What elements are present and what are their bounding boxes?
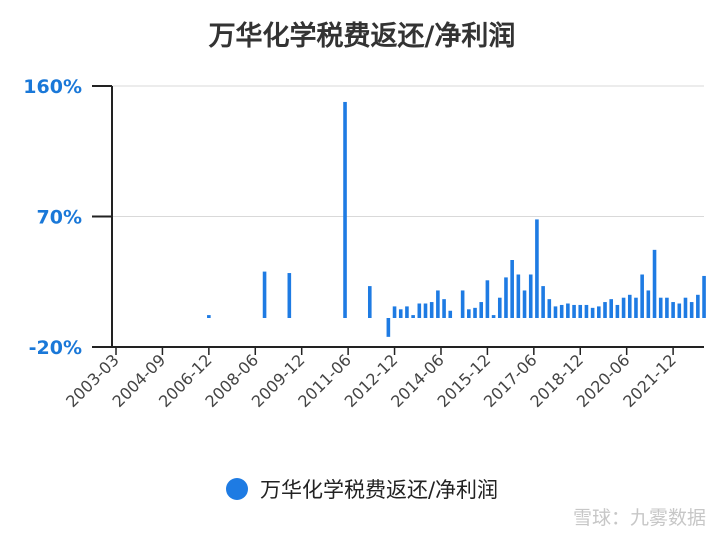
bar [559, 304, 564, 318]
bar [467, 309, 471, 318]
bar [423, 303, 428, 318]
bar [485, 280, 490, 318]
bar [504, 277, 508, 318]
bar [497, 297, 502, 318]
bar [398, 309, 403, 318]
bar [262, 271, 267, 318]
bar [553, 306, 558, 318]
legend-swatch [225, 478, 248, 500]
watermark: 雪球：九雾数据 [572, 507, 706, 529]
bar [677, 303, 682, 318]
y-tick-label: 160% [23, 76, 82, 98]
bar [516, 274, 521, 318]
bar [448, 310, 453, 318]
bar [689, 302, 694, 318]
y-tick-label: -20% [29, 337, 82, 359]
y-tick-label: 70% [37, 207, 82, 229]
bar [386, 318, 391, 337]
bar [547, 299, 552, 318]
legend-label: 万华化学税费返还/净利润 [259, 478, 499, 502]
bar [522, 290, 527, 318]
bar [491, 315, 496, 318]
bar [367, 286, 372, 318]
bar [460, 290, 465, 318]
bar [696, 294, 700, 318]
bars [207, 101, 706, 337]
bar [658, 297, 663, 318]
bar [597, 306, 601, 318]
bar [578, 304, 583, 318]
bar [473, 307, 477, 318]
bar [627, 294, 632, 318]
bar [411, 315, 415, 318]
bar [671, 302, 675, 318]
bar [634, 297, 638, 318]
bar [510, 260, 514, 318]
bar [479, 302, 484, 318]
bar [683, 297, 688, 318]
bar [417, 303, 422, 318]
legend[interactable]: 万华化学税费返还/净利润 [0, 474, 724, 504]
x-tick-labels: 2003-032004-092006-122008-062009-122011-… [62, 350, 680, 411]
bar [615, 304, 620, 318]
bar [405, 306, 409, 318]
bar [609, 299, 613, 318]
bar [621, 297, 626, 318]
bar [665, 297, 669, 318]
bar [590, 307, 595, 318]
bar [584, 304, 589, 318]
bar [528, 274, 533, 318]
bar [572, 304, 576, 318]
bar [287, 273, 292, 318]
bar [535, 219, 539, 318]
bar [640, 274, 644, 318]
bar [603, 302, 607, 318]
axes [92, 85, 704, 355]
bar [436, 290, 440, 318]
bar [566, 303, 570, 318]
bar [652, 249, 657, 318]
bar [541, 286, 545, 318]
bar [392, 306, 397, 318]
bar [343, 101, 347, 318]
bar [429, 302, 434, 318]
bar [207, 315, 211, 318]
y-tick-labels: 160% 70% -20% [23, 76, 82, 359]
bar [702, 275, 706, 318]
bar [442, 299, 446, 318]
chart-title: 万华化学税费返还/净利润 [208, 21, 516, 52]
bar [646, 290, 651, 318]
